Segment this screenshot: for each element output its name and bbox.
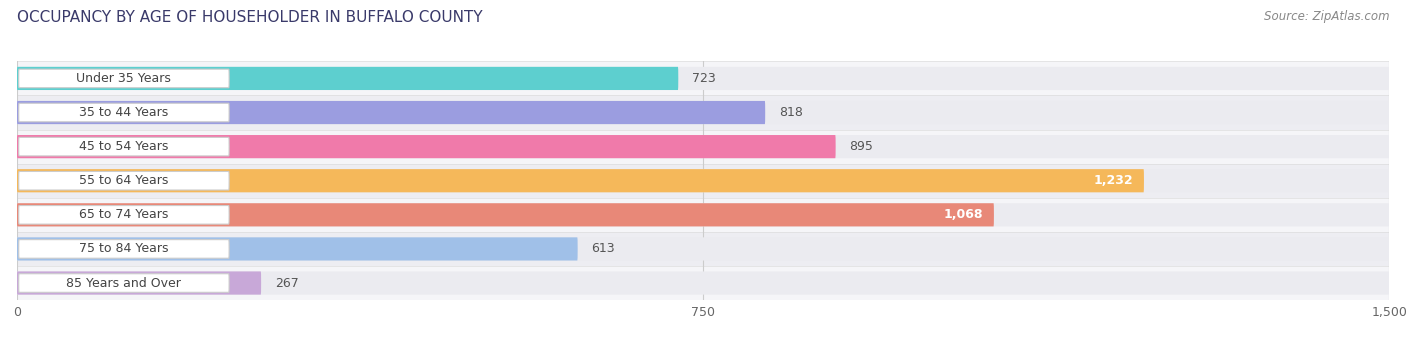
Text: Source: ZipAtlas.com: Source: ZipAtlas.com (1264, 10, 1389, 23)
FancyBboxPatch shape (17, 203, 1389, 226)
Bar (17, 61, 1389, 95)
FancyBboxPatch shape (18, 206, 229, 224)
Bar (17, 130, 1389, 164)
Bar (17, 198, 1389, 232)
FancyBboxPatch shape (18, 137, 229, 156)
FancyBboxPatch shape (17, 67, 678, 90)
Text: 267: 267 (274, 277, 298, 290)
Text: 85 Years and Over: 85 Years and Over (66, 277, 181, 290)
Text: 45 to 54 Years: 45 to 54 Years (79, 140, 169, 153)
FancyBboxPatch shape (17, 271, 1389, 295)
FancyBboxPatch shape (18, 69, 229, 88)
FancyBboxPatch shape (17, 135, 835, 158)
Text: Under 35 Years: Under 35 Years (76, 72, 172, 85)
FancyBboxPatch shape (18, 103, 229, 122)
Text: 75 to 84 Years: 75 to 84 Years (79, 242, 169, 255)
Bar (17, 164, 1389, 198)
Text: 55 to 64 Years: 55 to 64 Years (79, 174, 169, 187)
FancyBboxPatch shape (17, 169, 1144, 192)
Bar (17, 266, 1389, 300)
Text: 895: 895 (849, 140, 873, 153)
FancyBboxPatch shape (17, 169, 1389, 192)
Text: 65 to 74 Years: 65 to 74 Years (79, 208, 169, 221)
FancyBboxPatch shape (18, 240, 229, 258)
FancyBboxPatch shape (17, 101, 1389, 124)
FancyBboxPatch shape (17, 67, 1389, 90)
Text: 818: 818 (779, 106, 803, 119)
FancyBboxPatch shape (18, 274, 229, 292)
FancyBboxPatch shape (17, 237, 578, 261)
Text: 723: 723 (692, 72, 716, 85)
FancyBboxPatch shape (17, 237, 1389, 261)
FancyBboxPatch shape (17, 203, 994, 226)
FancyBboxPatch shape (18, 172, 229, 190)
Bar (17, 95, 1389, 130)
Text: 35 to 44 Years: 35 to 44 Years (79, 106, 169, 119)
Bar (17, 232, 1389, 266)
Text: OCCUPANCY BY AGE OF HOUSEHOLDER IN BUFFALO COUNTY: OCCUPANCY BY AGE OF HOUSEHOLDER IN BUFFA… (17, 10, 482, 25)
Text: 1,068: 1,068 (943, 208, 983, 221)
Text: 613: 613 (592, 242, 614, 255)
FancyBboxPatch shape (17, 101, 765, 124)
FancyBboxPatch shape (17, 271, 262, 295)
Text: 1,232: 1,232 (1094, 174, 1133, 187)
FancyBboxPatch shape (17, 135, 1389, 158)
